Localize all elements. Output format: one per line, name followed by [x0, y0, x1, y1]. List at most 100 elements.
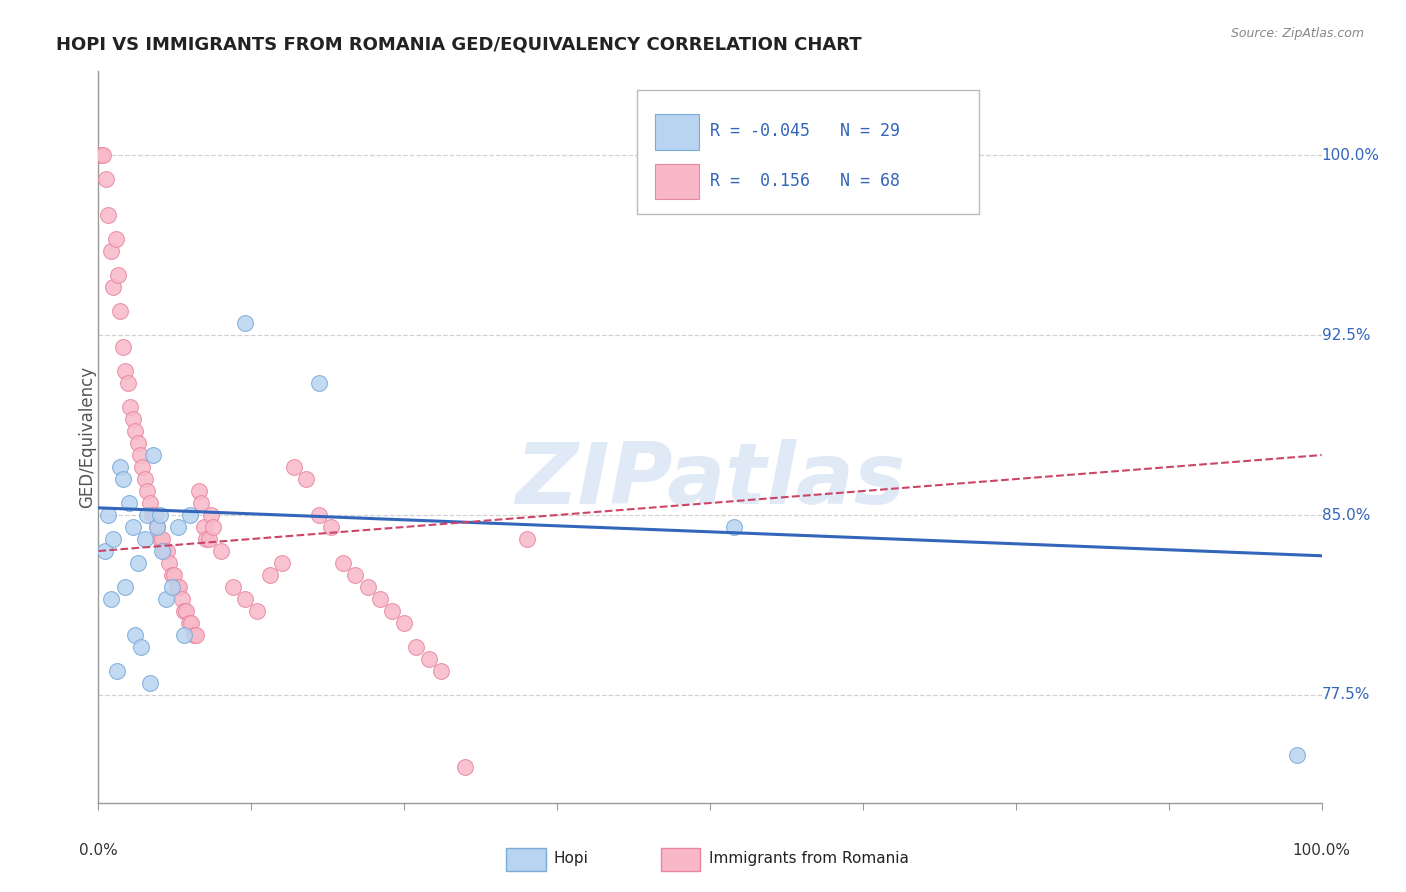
Point — [173, 628, 195, 642]
Point — [100, 591, 122, 606]
Point — [202, 520, 225, 534]
Point — [107, 268, 129, 283]
Point — [114, 364, 136, 378]
Point — [120, 400, 142, 414]
Point — [97, 508, 120, 522]
Point — [193, 520, 215, 534]
FancyBboxPatch shape — [637, 90, 979, 214]
Point — [368, 591, 391, 606]
Text: 0.0%: 0.0% — [79, 843, 118, 858]
Point — [136, 483, 159, 498]
Point — [139, 676, 162, 690]
Point — [141, 508, 163, 522]
Point — [146, 520, 169, 534]
Point — [308, 376, 330, 391]
Point — [90, 148, 112, 162]
Text: Immigrants from Romania: Immigrants from Romania — [709, 852, 908, 866]
Text: R =  0.156   N = 68: R = 0.156 N = 68 — [710, 172, 900, 190]
Point — [150, 532, 173, 546]
Point — [129, 640, 152, 654]
Point — [516, 532, 538, 546]
Point — [163, 568, 186, 582]
Point — [283, 460, 305, 475]
Point — [176, 604, 198, 618]
Point — [167, 520, 190, 534]
Point — [270, 556, 294, 570]
Point — [187, 483, 209, 498]
Point — [166, 580, 188, 594]
Point — [295, 472, 318, 486]
Point — [195, 532, 218, 546]
Point — [134, 472, 156, 486]
Point — [153, 544, 176, 558]
Point — [332, 556, 354, 570]
Point — [150, 544, 173, 558]
Point — [129, 448, 152, 462]
Point — [114, 580, 136, 594]
Point — [124, 424, 146, 438]
Point — [173, 604, 195, 618]
Point — [186, 628, 208, 642]
Point — [381, 604, 404, 618]
Point — [149, 508, 172, 522]
Point — [127, 436, 149, 450]
Point — [139, 496, 162, 510]
FancyBboxPatch shape — [655, 163, 699, 200]
Point — [200, 508, 222, 522]
Point — [91, 148, 114, 162]
Point — [179, 508, 201, 522]
Point — [105, 664, 128, 678]
Text: 100.0%: 100.0% — [1292, 843, 1351, 858]
Point — [157, 556, 180, 570]
Point — [233, 591, 256, 606]
Text: Source: ZipAtlas.com: Source: ZipAtlas.com — [1230, 27, 1364, 40]
Point — [197, 532, 219, 546]
Text: Hopi: Hopi — [554, 852, 589, 866]
Point — [136, 508, 159, 522]
Point — [392, 615, 416, 630]
Point — [149, 532, 172, 546]
Point — [117, 376, 139, 391]
Point — [160, 580, 183, 594]
Point — [110, 460, 132, 475]
Point — [127, 556, 149, 570]
Point — [111, 472, 134, 486]
Text: 100.0%: 100.0% — [1322, 148, 1379, 163]
Point — [111, 340, 134, 354]
Y-axis label: GED/Equivalency: GED/Equivalency — [79, 366, 96, 508]
Point — [430, 664, 453, 678]
Point — [124, 628, 146, 642]
Point — [146, 520, 169, 534]
Point — [177, 615, 200, 630]
Point — [170, 591, 193, 606]
Point — [104, 232, 127, 246]
Point — [1286, 747, 1309, 762]
Text: HOPI VS IMMIGRANTS FROM ROMANIA GED/EQUIVALENCY CORRELATION CHART: HOPI VS IMMIGRANTS FROM ROMANIA GED/EQUI… — [56, 36, 862, 54]
Point — [190, 496, 212, 510]
Point — [259, 568, 281, 582]
Point — [155, 591, 177, 606]
Text: 92.5%: 92.5% — [1322, 327, 1369, 343]
Point — [121, 412, 143, 426]
Point — [405, 640, 427, 654]
Text: 85.0%: 85.0% — [1322, 508, 1369, 523]
Point — [344, 568, 367, 582]
Point — [94, 172, 117, 186]
Point — [121, 520, 143, 534]
Point — [100, 244, 122, 259]
Point — [233, 316, 256, 330]
Text: ZIPatlas: ZIPatlas — [515, 440, 905, 523]
Point — [97, 208, 120, 222]
Point — [143, 508, 166, 522]
Point — [454, 760, 477, 774]
Point — [101, 280, 124, 294]
FancyBboxPatch shape — [655, 114, 699, 150]
Text: 77.5%: 77.5% — [1322, 688, 1369, 702]
Point — [101, 532, 124, 546]
Point — [142, 448, 165, 462]
Point — [131, 460, 153, 475]
Point — [183, 628, 205, 642]
Point — [209, 544, 232, 558]
Point — [180, 615, 202, 630]
Point — [160, 568, 183, 582]
